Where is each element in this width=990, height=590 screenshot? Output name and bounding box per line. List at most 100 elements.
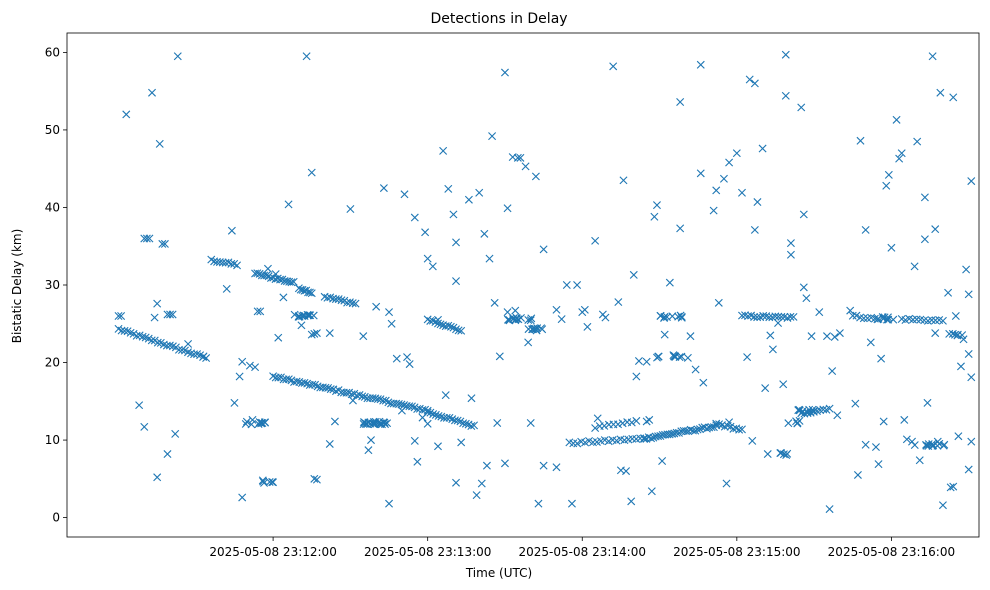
- data-point: [745, 75, 754, 84]
- data-point: [812, 407, 821, 415]
- data-point: [883, 313, 892, 322]
- data-point: [482, 461, 491, 470]
- data-point: [138, 332, 147, 341]
- data-point: [748, 436, 757, 445]
- data-point: [325, 329, 334, 338]
- data-point: [805, 405, 814, 414]
- data-point: [763, 450, 772, 459]
- data-point: [956, 362, 965, 371]
- data-point: [150, 313, 159, 322]
- data-point: [938, 316, 947, 325]
- data-point: [284, 200, 293, 209]
- data-point: [567, 499, 576, 508]
- data-point: [500, 459, 509, 468]
- data-point: [593, 414, 602, 423]
- data-point: [583, 322, 592, 331]
- data-point: [794, 406, 803, 415]
- data-point: [423, 419, 432, 428]
- data-point: [953, 330, 962, 339]
- data-point: [908, 437, 917, 446]
- data-point: [310, 474, 319, 483]
- data-point: [722, 479, 731, 488]
- data-point: [153, 473, 162, 482]
- data-point: [964, 350, 973, 358]
- data-point: [640, 434, 649, 443]
- data-point: [647, 434, 656, 443]
- data-point: [512, 314, 521, 323]
- data-point: [645, 415, 654, 424]
- data-point: [446, 322, 455, 331]
- data-point: [305, 288, 314, 297]
- data-point: [693, 425, 702, 434]
- data-point: [777, 312, 786, 321]
- data-point: [627, 497, 636, 506]
- data-point: [614, 420, 623, 429]
- data-point: [260, 478, 269, 487]
- data-point: [900, 415, 909, 424]
- data-point: [274, 373, 283, 382]
- data-point: [781, 50, 790, 59]
- data-point: [155, 139, 164, 148]
- data-point: [892, 115, 901, 124]
- data-point: [257, 419, 266, 428]
- data-point: [808, 405, 817, 414]
- data-point: [475, 188, 484, 197]
- data-point: [258, 476, 267, 485]
- data-point: [364, 446, 373, 455]
- data-point: [367, 436, 375, 445]
- data-point: [387, 319, 396, 328]
- data-point: [304, 311, 313, 320]
- data-point: [759, 311, 768, 320]
- data-point: [825, 505, 834, 514]
- data-point: [539, 461, 548, 470]
- data-point: [325, 439, 334, 448]
- data-point: [538, 325, 547, 334]
- data-point: [967, 177, 976, 186]
- data-point: [735, 425, 744, 434]
- data-point: [660, 330, 669, 339]
- data-point: [434, 411, 443, 420]
- data-point: [276, 275, 285, 284]
- x-tick-label: 2025-05-08 23:13:00: [364, 545, 491, 559]
- data-point: [931, 225, 940, 234]
- data-point: [516, 153, 525, 162]
- data-point: [400, 190, 409, 199]
- data-point: [117, 312, 126, 321]
- data-point: [823, 332, 831, 341]
- data-point: [153, 338, 162, 347]
- data-point: [879, 417, 888, 426]
- data-point: [642, 357, 651, 366]
- data-point: [696, 60, 705, 69]
- data-point: [715, 420, 724, 429]
- data-point: [321, 383, 330, 392]
- data-point: [380, 418, 389, 427]
- y-tick-label: 10: [45, 433, 60, 447]
- data-point: [967, 373, 976, 382]
- data-point: [632, 372, 641, 381]
- data-point: [779, 380, 788, 389]
- data-point: [266, 273, 275, 282]
- data-point: [668, 312, 677, 321]
- data-point: [887, 243, 896, 252]
- data-point: [753, 313, 762, 322]
- data-point: [652, 201, 661, 210]
- data-point: [668, 429, 676, 438]
- data-point: [503, 308, 512, 317]
- data-point: [307, 289, 316, 298]
- data-point: [861, 225, 870, 234]
- data-point: [472, 491, 481, 500]
- data-point: [453, 416, 462, 425]
- data-point: [938, 501, 947, 510]
- data-point: [737, 188, 746, 197]
- data-point: [500, 68, 509, 77]
- data-point: [326, 385, 335, 394]
- data-point: [640, 434, 649, 443]
- data-point: [452, 277, 461, 286]
- data-point: [781, 91, 790, 100]
- data-point: [513, 153, 522, 162]
- data-point: [235, 372, 244, 381]
- data-point: [828, 367, 837, 376]
- data-point: [539, 245, 548, 254]
- data-point: [964, 465, 973, 474]
- data-point: [348, 396, 357, 405]
